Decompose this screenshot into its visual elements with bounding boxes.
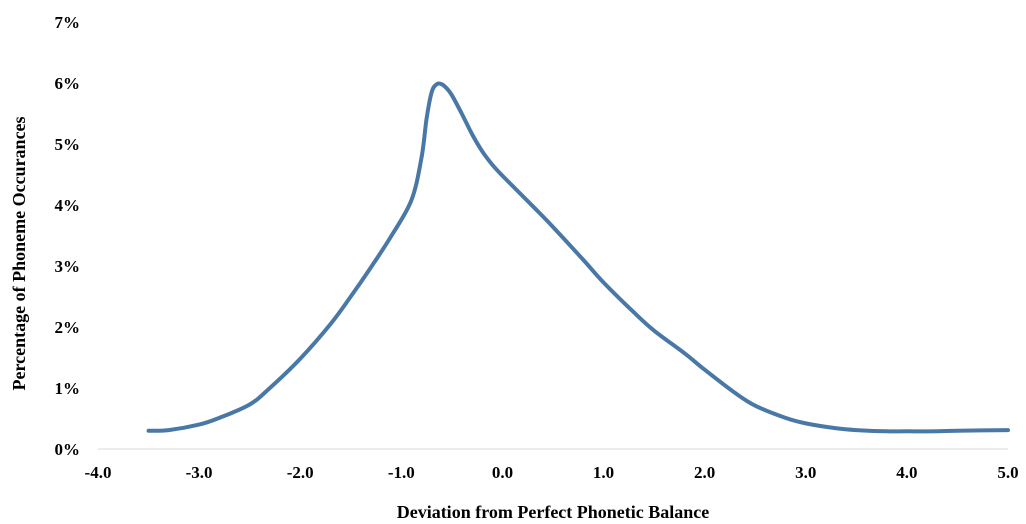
x-axis-title: Deviation from Perfect Phonetic Balance (397, 502, 710, 522)
x-tick-label: 0.0 (492, 463, 513, 482)
x-tick-label: -1.0 (388, 463, 415, 482)
y-axis-title: Percentage of Phoneme Occurances (9, 116, 29, 390)
y-tick-label: 7% (55, 13, 81, 32)
x-tick-label: 4.0 (896, 463, 917, 482)
x-tick-label: 5.0 (997, 463, 1018, 482)
y-tick-label: 1% (55, 379, 81, 398)
x-tick-label: -4.0 (85, 463, 112, 482)
y-tick-label: 6% (55, 74, 81, 93)
x-tick-label: 1.0 (593, 463, 614, 482)
y-axis-ticks: 0% 1% 2% 3% 4% 5% 6% 7% (55, 13, 81, 459)
y-tick-label: 5% (55, 135, 81, 154)
x-tick-label: 3.0 (795, 463, 816, 482)
x-tick-label: -2.0 (287, 463, 314, 482)
series-line (149, 83, 1008, 431)
y-tick-label: 3% (55, 257, 81, 276)
y-tick-label: 4% (55, 196, 81, 215)
x-tick-label: -3.0 (186, 463, 213, 482)
x-axis-ticks: -4.0 -3.0 -2.0 -1.0 0.0 1.0 2.0 3.0 4.0 5.0 (85, 463, 1019, 482)
x-tick-label: 2.0 (694, 463, 715, 482)
y-tick-label: 0% (55, 440, 81, 459)
y-tick-label: 2% (55, 318, 81, 337)
